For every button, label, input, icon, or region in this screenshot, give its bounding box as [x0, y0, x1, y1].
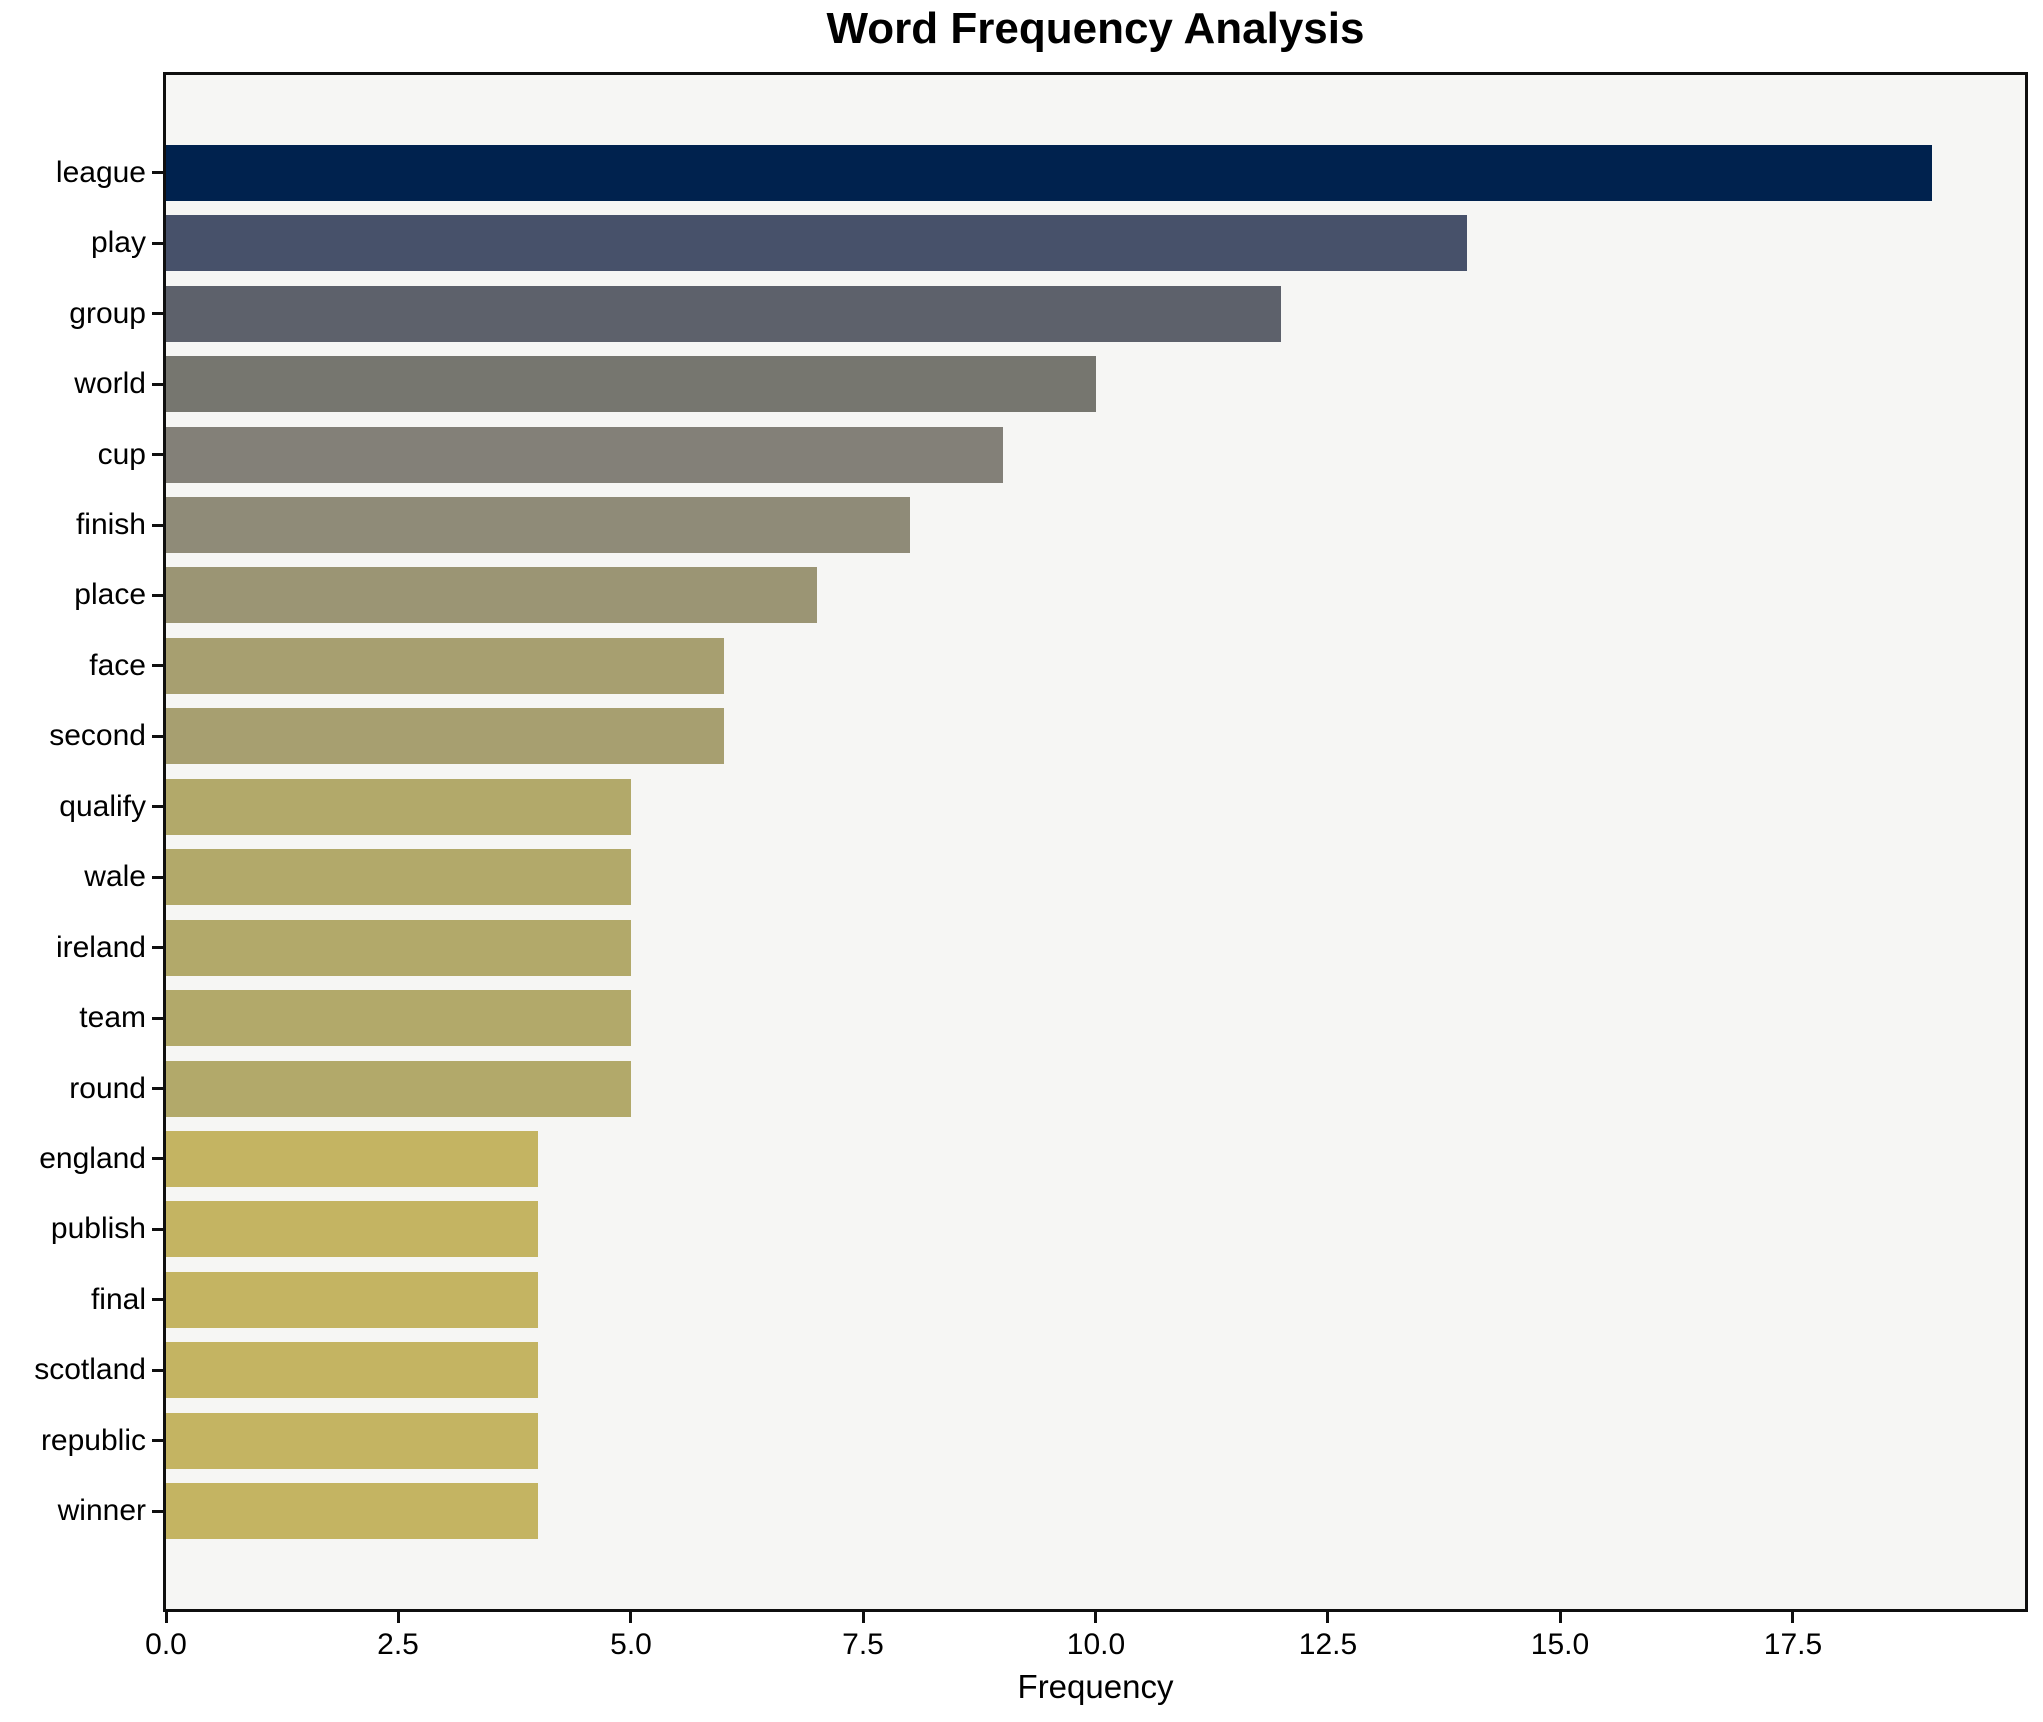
y-tick-label-ireland: ireland [55, 931, 146, 964]
y-tick-label-play: play [90, 226, 146, 259]
y-tick [152, 1298, 163, 1301]
y-tick-label-final: final [90, 1283, 146, 1316]
bar-publish [166, 1201, 538, 1257]
bar-republic [166, 1413, 538, 1469]
bar-wale [166, 849, 631, 905]
y-tick-label-group: group [69, 297, 146, 330]
x-tick [397, 1612, 400, 1623]
bar-finish [166, 497, 910, 553]
y-tick-label-republic: republic [40, 1424, 146, 1457]
x-tick [862, 1612, 865, 1623]
y-tick-label-second: second [49, 719, 146, 752]
bar-team [166, 990, 631, 1046]
x-tick [1326, 1612, 1329, 1623]
bar-final [166, 1272, 538, 1328]
bar-england [166, 1131, 538, 1187]
bar-world [166, 356, 1096, 412]
bar-round [166, 1061, 631, 1117]
x-tick [1791, 1612, 1794, 1623]
y-tick-label-world: world [74, 367, 146, 400]
y-tick [152, 1510, 163, 1513]
y-tick [152, 876, 163, 879]
x-tick-label: 10.0 [1066, 1628, 1126, 1661]
y-tick [152, 735, 163, 738]
y-tick-label-england: england [39, 1142, 146, 1175]
x-axis-title: Frequency [1017, 1668, 1174, 1705]
bar-scotland [166, 1342, 538, 1398]
x-tick [165, 1612, 168, 1623]
y-tick [152, 1439, 163, 1442]
y-tick [152, 594, 163, 597]
bar-winner [166, 1483, 538, 1539]
y-tick-label-publish: publish [50, 1212, 146, 1245]
y-tick [152, 805, 163, 808]
y-tick [152, 946, 163, 949]
y-tick-label-qualify: qualify [59, 790, 146, 823]
x-tick-label: 17.5 [1763, 1628, 1823, 1661]
x-tick [629, 1612, 632, 1623]
plot-area [163, 72, 2028, 1612]
y-tick-label-face: face [89, 649, 146, 682]
y-tick [152, 383, 163, 386]
y-tick-label-winner: winner [57, 1494, 146, 1527]
y-tick [152, 453, 163, 456]
y-tick-label-wale: wale [84, 860, 146, 893]
x-tick-label: 5.0 [610, 1628, 652, 1661]
x-tick-label: 7.5 [842, 1628, 884, 1661]
x-tick-label: 0.0 [145, 1628, 187, 1661]
chart-title: Word Frequency Analysis [826, 4, 1365, 53]
bar-second [166, 708, 724, 764]
bar-cup [166, 427, 1003, 483]
y-tick-label-place: place [74, 578, 146, 611]
bar-league [166, 145, 1933, 201]
y-tick [152, 664, 163, 667]
y-tick [152, 1087, 163, 1090]
y-tick [152, 524, 163, 527]
x-tick-label: 15.0 [1530, 1628, 1590, 1661]
bar-ireland [166, 920, 631, 976]
y-tick-label-league: league [55, 156, 146, 189]
x-tick-label: 12.5 [1298, 1628, 1358, 1661]
y-tick [152, 1228, 163, 1231]
y-tick [152, 312, 163, 315]
y-tick [152, 1369, 163, 1372]
y-tick-label-team: team [79, 1001, 146, 1034]
bar-play [166, 215, 1468, 271]
y-tick [152, 171, 163, 174]
y-tick [152, 1157, 163, 1160]
x-tick-label: 2.5 [377, 1628, 419, 1661]
bar-place [166, 567, 817, 623]
x-tick [1559, 1612, 1562, 1623]
y-tick [152, 1017, 163, 1020]
y-tick [152, 242, 163, 245]
bar-face [166, 638, 724, 694]
y-tick-label-cup: cup [97, 438, 146, 471]
y-tick-label-finish: finish [75, 508, 146, 541]
bar-qualify [166, 779, 631, 835]
x-tick [1094, 1612, 1097, 1623]
y-tick-label-round: round [69, 1072, 146, 1105]
bar-group [166, 286, 1282, 342]
y-tick-label-scotland: scotland [34, 1353, 146, 1386]
